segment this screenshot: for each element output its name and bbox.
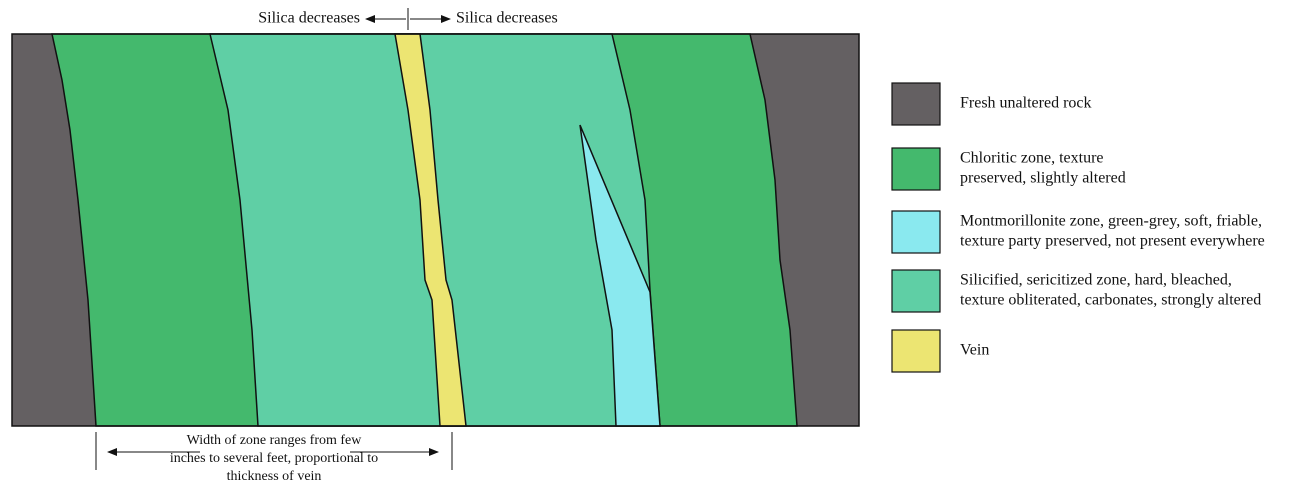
legend-swatch (892, 211, 940, 253)
top-annotation: Silica decreases Silica decreases (258, 8, 557, 30)
annotation-text: Width of zone ranges from few (187, 433, 363, 448)
legend-label: Montmorillonite zone, green-grey, soft, … (960, 213, 1262, 230)
annotation-text: thickness of vein (227, 469, 322, 484)
legend-swatch (892, 270, 940, 312)
legend: Fresh unaltered rock Chloritic zone, text… (892, 83, 1265, 372)
legend-label: texture obliterated, carbonates, strongl… (960, 292, 1261, 309)
bottom-annotation: Width of zone ranges from few inches to … (96, 432, 452, 484)
annotation-text: Silica decreases (258, 10, 360, 27)
legend-swatch (892, 330, 940, 372)
legend-swatch (892, 83, 940, 125)
cross-section (12, 34, 859, 426)
annotation-text: inches to several feet, proportional to (170, 451, 378, 466)
legend-swatch (892, 148, 940, 190)
diagram: Silica decreases Silica decreases Width … (0, 0, 1306, 487)
legend-label: Fresh unaltered rock (960, 95, 1092, 112)
legend-label: Chloritic zone, texture (960, 150, 1104, 167)
legend-label: Vein (960, 342, 989, 359)
annotation-text: Silica decreases (456, 10, 558, 27)
legend-label: texture party preserved, not present eve… (960, 233, 1265, 250)
legend-label: Silicified, sericitized zone, hard, blea… (960, 272, 1232, 289)
legend-label: preserved, slightly altered (960, 170, 1126, 187)
